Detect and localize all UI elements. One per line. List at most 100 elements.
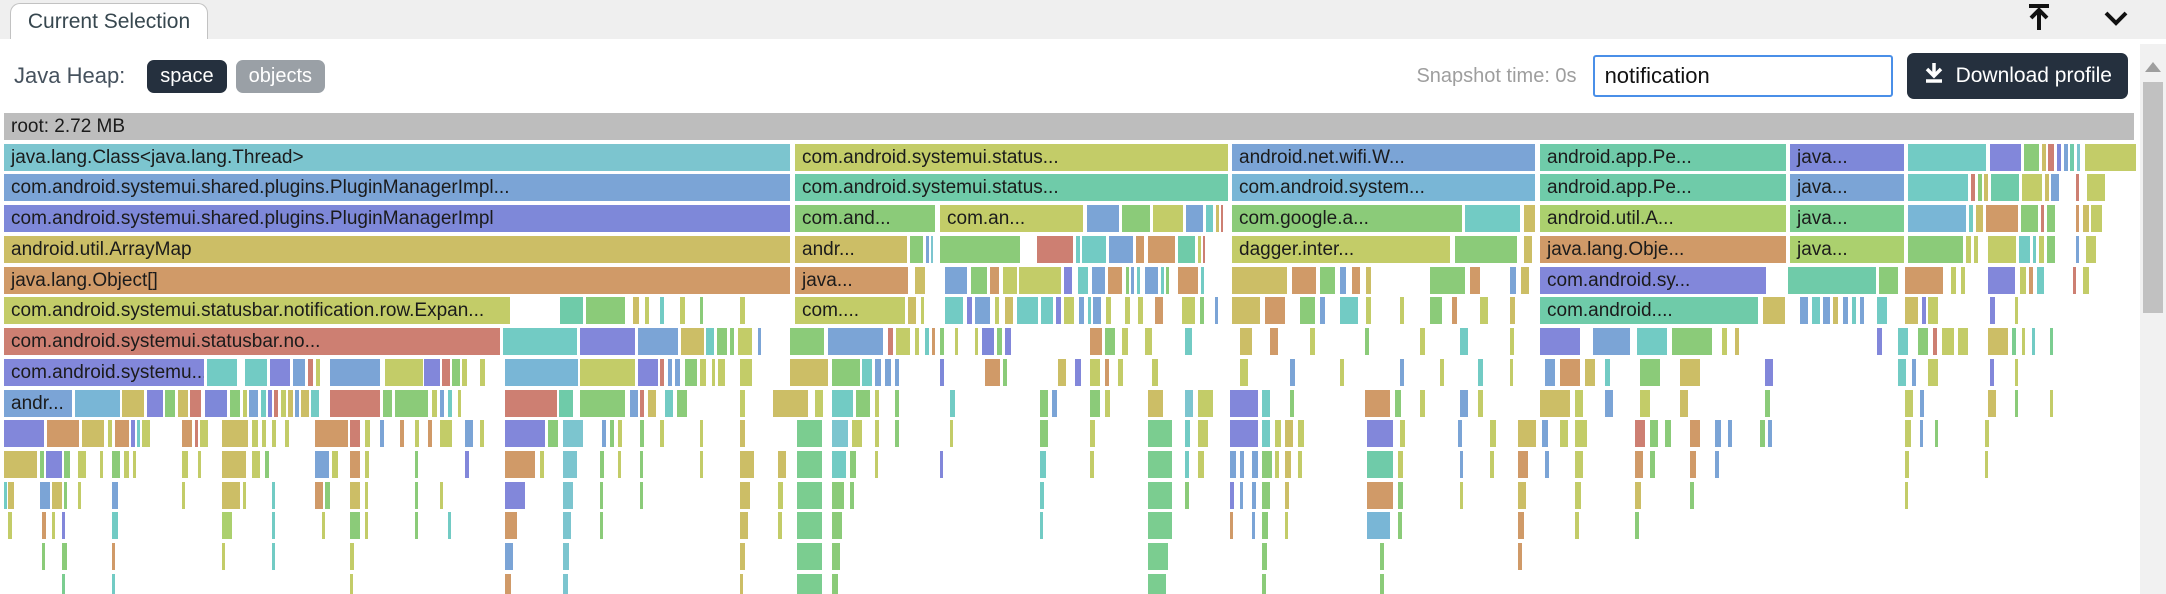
flame-frame[interactable] bbox=[1148, 543, 1168, 571]
flame-frame[interactable] bbox=[311, 389, 319, 417]
flame-frame[interactable] bbox=[350, 573, 353, 594]
flame-frame[interactable] bbox=[1560, 420, 1568, 448]
flame-frame[interactable] bbox=[1290, 358, 1295, 386]
flame-frame[interactable] bbox=[1918, 328, 1928, 356]
flame-frame[interactable] bbox=[1470, 266, 1480, 294]
flame-frame[interactable] bbox=[1985, 451, 1988, 479]
flame-frame[interactable] bbox=[700, 358, 706, 386]
flame-frame[interactable] bbox=[740, 358, 752, 386]
flame-frame[interactable] bbox=[563, 481, 573, 509]
flame-frame[interactable] bbox=[680, 297, 685, 325]
flame-frame[interactable] bbox=[1460, 389, 1468, 417]
flame-frame[interactable] bbox=[700, 297, 703, 325]
flame-frame[interactable] bbox=[1455, 235, 1517, 263]
flame-frame[interactable] bbox=[1800, 297, 1808, 325]
flame-frame[interactable] bbox=[350, 420, 360, 448]
flame-frame[interactable] bbox=[4, 481, 7, 509]
flame-frame[interactable] bbox=[967, 297, 972, 325]
flame-frame[interactable] bbox=[1988, 389, 1996, 417]
flame-frame[interactable] bbox=[1136, 235, 1144, 263]
flame-frame[interactable] bbox=[910, 235, 923, 263]
flame-frame[interactable] bbox=[1986, 205, 2018, 233]
flame-frame[interactable] bbox=[1990, 358, 1994, 386]
flame-frame[interactable] bbox=[645, 297, 649, 325]
flame-frame[interactable] bbox=[415, 512, 418, 540]
flame-frame[interactable] bbox=[1575, 481, 1581, 509]
flame-frame[interactable] bbox=[2022, 174, 2042, 202]
flame-frame[interactable] bbox=[1232, 266, 1287, 294]
flame-frame[interactable] bbox=[1542, 420, 1548, 448]
flame-frame[interactable] bbox=[2048, 143, 2054, 171]
flame-frame[interactable] bbox=[915, 266, 925, 294]
flame-frame[interactable] bbox=[1252, 481, 1256, 509]
flame-frame[interactable] bbox=[1540, 389, 1570, 417]
flame-frame[interactable] bbox=[395, 389, 428, 417]
flame-frame[interactable] bbox=[1041, 297, 1053, 325]
flame-frame[interactable] bbox=[1185, 451, 1189, 479]
flame-frame[interactable] bbox=[1198, 235, 1201, 263]
flame-frame[interactable] bbox=[503, 328, 577, 356]
flame-frame[interactable] bbox=[1340, 358, 1344, 386]
flame-frame[interactable] bbox=[1145, 266, 1158, 294]
flame-frame[interactable] bbox=[1860, 297, 1864, 325]
flame-frame[interactable] bbox=[738, 328, 752, 356]
flame-frame[interactable] bbox=[1715, 451, 1719, 479]
flame-frame[interactable] bbox=[1155, 297, 1163, 325]
flame-frame[interactable] bbox=[1092, 266, 1105, 294]
flame-frame[interactable] bbox=[1978, 174, 1982, 202]
flame-frame[interactable] bbox=[182, 481, 185, 509]
flame-frame[interactable] bbox=[1215, 297, 1218, 325]
flame-frame[interactable]: java... bbox=[1790, 143, 1904, 171]
flame-frame[interactable] bbox=[895, 358, 899, 386]
flame-frame[interactable] bbox=[1148, 451, 1172, 479]
flame-frame[interactable] bbox=[2032, 328, 2035, 356]
flame-frame[interactable] bbox=[122, 389, 144, 417]
flame-frame[interactable] bbox=[40, 481, 50, 509]
flame-frame[interactable] bbox=[950, 389, 955, 417]
flame-frame[interactable] bbox=[1367, 481, 1393, 509]
flame-frame[interactable] bbox=[940, 235, 1020, 263]
flame-frame[interactable] bbox=[350, 512, 360, 540]
flame-frame[interactable] bbox=[112, 573, 115, 594]
flame-frame[interactable] bbox=[1928, 297, 1938, 325]
flame-frame[interactable] bbox=[252, 420, 258, 448]
flame-frame[interactable] bbox=[1148, 389, 1163, 417]
flame-frame[interactable] bbox=[618, 451, 621, 479]
flame-frame[interactable] bbox=[1510, 328, 1514, 356]
flame-frame[interactable] bbox=[1082, 235, 1106, 263]
flame-frame[interactable] bbox=[1240, 481, 1243, 509]
flame-frame[interactable] bbox=[1265, 297, 1285, 325]
flame-frame[interactable] bbox=[1905, 420, 1911, 448]
flame-frame[interactable] bbox=[1585, 358, 1595, 386]
flame-frame[interactable] bbox=[2021, 205, 2038, 233]
flame-frame[interactable] bbox=[108, 420, 112, 448]
flame-frame[interactable] bbox=[945, 297, 963, 325]
flame-frame[interactable] bbox=[950, 420, 953, 448]
flame-frame[interactable] bbox=[832, 420, 848, 448]
flame-frame[interactable] bbox=[1262, 543, 1267, 571]
flame-frame[interactable] bbox=[1690, 420, 1700, 448]
flame-frame[interactable] bbox=[2039, 235, 2044, 263]
flame-frame[interactable]: com.android.systemui.status... bbox=[795, 174, 1228, 202]
flame-frame[interactable] bbox=[222, 481, 240, 509]
flame-frame[interactable] bbox=[926, 235, 929, 263]
flame-frame[interactable] bbox=[1201, 266, 1204, 294]
flame-frame[interactable] bbox=[885, 358, 891, 386]
flame-frame[interactable] bbox=[995, 297, 999, 325]
flame-frame[interactable]: root: 2.72 MB bbox=[4, 113, 2134, 140]
flame-frame[interactable] bbox=[1090, 451, 1094, 479]
flame-frame[interactable] bbox=[1221, 205, 1223, 233]
flame-frame[interactable] bbox=[330, 389, 380, 417]
flame-frame[interactable] bbox=[1298, 420, 1304, 448]
flame-frame[interactable] bbox=[1920, 389, 1924, 417]
flame-frame[interactable] bbox=[301, 389, 309, 417]
flame-frame[interactable] bbox=[112, 451, 120, 479]
flame-frame[interactable] bbox=[1768, 420, 1772, 448]
flame-frame[interactable] bbox=[832, 481, 844, 509]
flame-frame[interactable] bbox=[195, 420, 198, 448]
flame-frame[interactable] bbox=[1908, 143, 1986, 171]
flame-frame[interactable] bbox=[773, 389, 808, 417]
flame-frame[interactable] bbox=[1285, 512, 1288, 540]
flame-frame[interactable] bbox=[1148, 573, 1166, 594]
flame-frame[interactable] bbox=[932, 328, 935, 356]
